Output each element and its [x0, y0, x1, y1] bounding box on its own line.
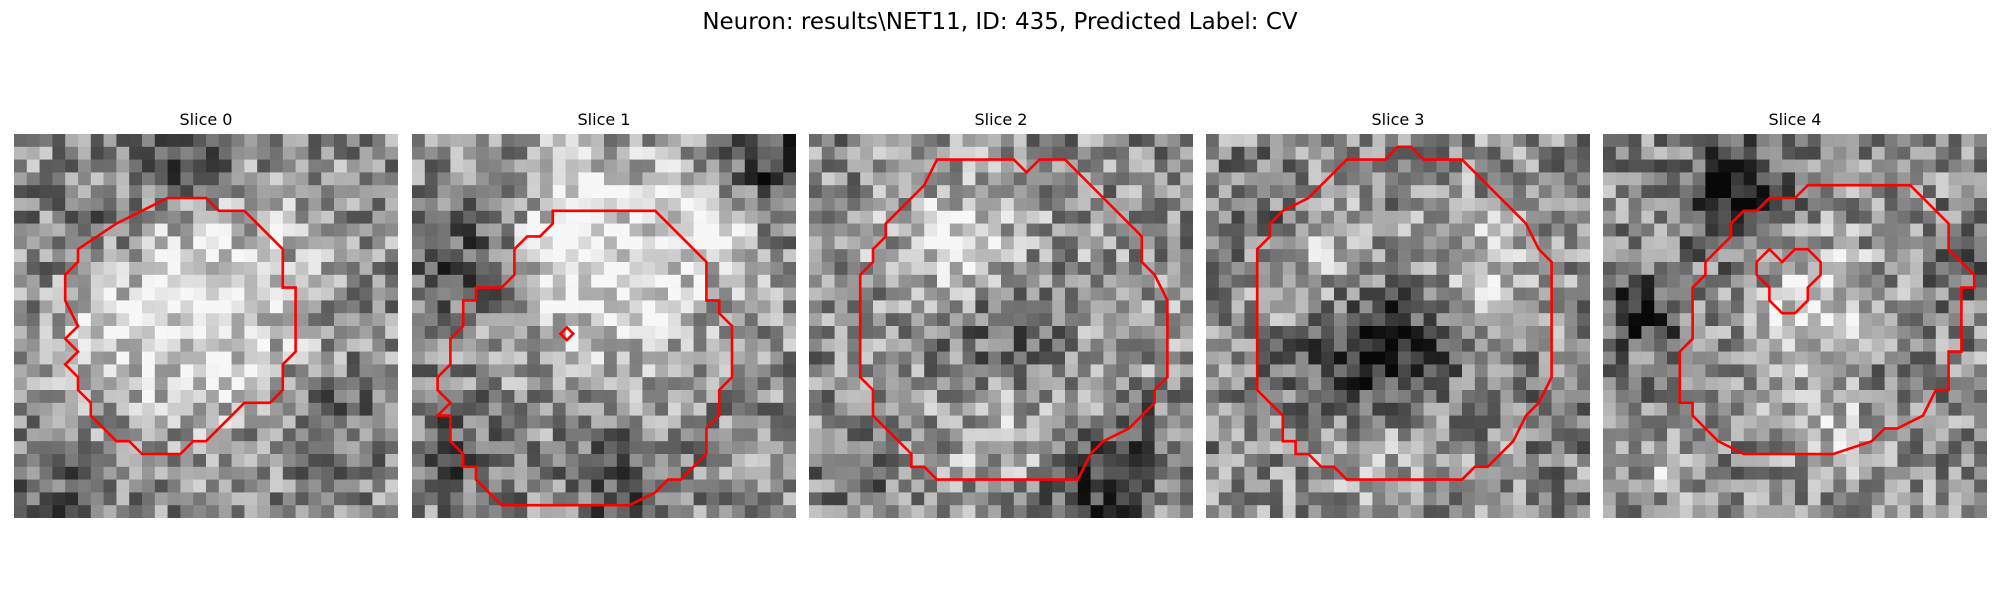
- roi-inner-contour: [1755, 247, 1822, 315]
- roi-contour: [1678, 183, 1976, 456]
- slice-image: [1603, 134, 1987, 518]
- roi-contour: [858, 158, 1169, 481]
- pixel-grid: [809, 134, 1193, 518]
- slice-panel-0: Slice 0: [14, 106, 398, 518]
- slice-title: Slice 0: [179, 110, 233, 129]
- slice-image: [14, 134, 398, 518]
- pixel-grid: [1603, 134, 1987, 518]
- pixel-grid: [14, 134, 398, 518]
- slice-title: Slice 3: [1371, 110, 1425, 129]
- roi-contour: [434, 209, 734, 507]
- slice-image: [412, 134, 796, 518]
- slice-svg: [412, 134, 796, 518]
- roi-contour: [1255, 145, 1553, 481]
- slice-title: Slice 2: [974, 110, 1028, 129]
- roi-contour: [63, 196, 297, 456]
- slice-panel-3: Slice 3: [1206, 106, 1590, 518]
- pixel-grid: [412, 134, 796, 518]
- slice-panel-2: Slice 2: [809, 106, 1193, 518]
- slice-image: [1206, 134, 1590, 518]
- slice-svg: [14, 134, 398, 518]
- slice-image: [809, 134, 1193, 518]
- slice-svg: [1206, 134, 1590, 518]
- slice-svg: [1603, 134, 1987, 518]
- pixel-grid: [1206, 134, 1590, 518]
- figure-title: Neuron: results\NET11, ID: 435, Predicte…: [702, 9, 1298, 35]
- slice-panel-4: Slice 4: [1603, 106, 1987, 518]
- slice-svg: [809, 134, 1193, 518]
- roi-inner-contour: [558, 325, 576, 342]
- slice-title: Slice 1: [577, 110, 631, 129]
- slice-panel-1: Slice 1: [412, 106, 796, 518]
- slice-title: Slice 4: [1768, 110, 1822, 129]
